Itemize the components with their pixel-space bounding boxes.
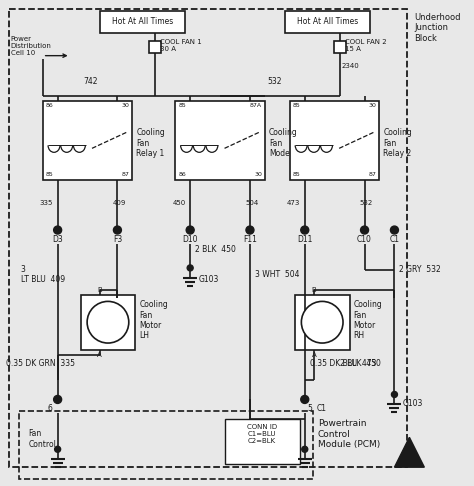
Text: 86: 86 bbox=[178, 172, 186, 177]
Text: Cooling
Fan
Relay 1: Cooling Fan Relay 1 bbox=[137, 128, 165, 158]
Text: Cooling
Fan
Motor
RH: Cooling Fan Motor RH bbox=[354, 300, 383, 341]
Text: 742: 742 bbox=[83, 77, 98, 86]
Text: 409: 409 bbox=[112, 200, 126, 206]
Text: G103: G103 bbox=[402, 399, 423, 408]
Text: Cooling
Fan
Motor
LH: Cooling Fan Motor LH bbox=[139, 300, 168, 341]
Text: M: M bbox=[316, 316, 328, 329]
Text: 85: 85 bbox=[46, 172, 54, 177]
Text: COOL FAN 2
15 A: COOL FAN 2 15 A bbox=[345, 39, 386, 52]
Text: Powertrain
Control
Module (PCM): Powertrain Control Module (PCM) bbox=[318, 419, 380, 449]
Text: Hot At All Times: Hot At All Times bbox=[112, 17, 173, 26]
Text: 30: 30 bbox=[369, 104, 376, 108]
Circle shape bbox=[302, 446, 308, 452]
Text: 0.35 DK BLU  473: 0.35 DK BLU 473 bbox=[310, 359, 376, 367]
Text: Hot At All Times: Hot At All Times bbox=[297, 17, 358, 26]
Circle shape bbox=[391, 226, 399, 234]
Bar bbox=[43, 101, 132, 180]
Bar bbox=[290, 101, 380, 180]
Text: 87: 87 bbox=[369, 172, 376, 177]
Bar bbox=[9, 9, 407, 467]
Text: 3
LT BLU  409: 3 LT BLU 409 bbox=[21, 265, 65, 284]
Text: Fan
Control: Fan Control bbox=[29, 429, 56, 449]
Text: 3 WHT  504: 3 WHT 504 bbox=[255, 270, 300, 279]
Bar bbox=[334, 41, 346, 53]
Text: Cooling
Fan
Mode: Cooling Fan Mode bbox=[269, 128, 298, 158]
Bar bbox=[100, 11, 185, 33]
Text: D10: D10 bbox=[182, 235, 198, 244]
Text: 30: 30 bbox=[121, 104, 129, 108]
Text: F11: F11 bbox=[243, 235, 257, 244]
Text: 2 GRY  532: 2 GRY 532 bbox=[400, 265, 441, 274]
Circle shape bbox=[301, 226, 309, 234]
Bar bbox=[19, 412, 313, 479]
Text: A: A bbox=[311, 351, 316, 358]
Circle shape bbox=[113, 226, 121, 234]
Text: G103: G103 bbox=[198, 275, 219, 284]
Text: M: M bbox=[102, 316, 114, 329]
Text: !: ! bbox=[407, 456, 411, 466]
Text: C10: C10 bbox=[357, 235, 372, 244]
Bar bbox=[81, 295, 136, 349]
Circle shape bbox=[246, 226, 254, 234]
Circle shape bbox=[54, 226, 62, 234]
Circle shape bbox=[186, 226, 194, 234]
Text: B: B bbox=[97, 287, 102, 293]
Text: 2 BLK  450: 2 BLK 450 bbox=[340, 359, 381, 367]
Text: 504: 504 bbox=[245, 200, 258, 206]
Text: F3: F3 bbox=[113, 235, 122, 244]
Circle shape bbox=[87, 301, 129, 343]
Bar bbox=[175, 101, 265, 180]
Text: 85: 85 bbox=[178, 104, 186, 108]
Text: 0.35 DK GRN  335: 0.35 DK GRN 335 bbox=[6, 359, 75, 367]
Bar bbox=[225, 419, 300, 464]
Circle shape bbox=[54, 396, 62, 403]
Text: Power
Distribution
Cell 10: Power Distribution Cell 10 bbox=[11, 36, 52, 56]
Circle shape bbox=[55, 446, 61, 452]
Polygon shape bbox=[394, 437, 424, 467]
Text: 30: 30 bbox=[254, 172, 262, 177]
Text: 2340: 2340 bbox=[342, 63, 359, 69]
Text: 86: 86 bbox=[46, 104, 54, 108]
Text: B: B bbox=[311, 287, 316, 293]
Text: 473: 473 bbox=[287, 200, 300, 206]
Circle shape bbox=[187, 265, 193, 271]
Text: 532: 532 bbox=[268, 77, 282, 86]
Text: A: A bbox=[97, 351, 102, 358]
Bar bbox=[285, 11, 370, 33]
Circle shape bbox=[392, 392, 397, 398]
Text: C1: C1 bbox=[390, 235, 400, 244]
Text: 335: 335 bbox=[40, 200, 53, 206]
Text: 2 BLK  450: 2 BLK 450 bbox=[195, 245, 236, 254]
Circle shape bbox=[361, 226, 369, 234]
Text: 85: 85 bbox=[293, 172, 301, 177]
Text: 6: 6 bbox=[48, 404, 53, 414]
Text: 87: 87 bbox=[121, 172, 129, 177]
Text: Cooling
Fan
Relay 2: Cooling Fan Relay 2 bbox=[383, 128, 412, 158]
Text: 5: 5 bbox=[308, 404, 313, 414]
Text: 532: 532 bbox=[360, 200, 373, 206]
Circle shape bbox=[301, 396, 309, 403]
Text: C1: C1 bbox=[317, 404, 327, 414]
Text: D11: D11 bbox=[297, 235, 312, 244]
Text: 87A: 87A bbox=[250, 104, 262, 108]
Bar bbox=[149, 41, 161, 53]
Text: CONN ID
C1=BLU
C2=BLK: CONN ID C1=BLU C2=BLK bbox=[247, 424, 277, 444]
Text: Underhood
Junction
Block: Underhood Junction Block bbox=[414, 13, 461, 43]
Text: 450: 450 bbox=[172, 200, 185, 206]
Text: 85: 85 bbox=[293, 104, 301, 108]
Text: D3: D3 bbox=[52, 235, 63, 244]
Text: COOL FAN 1
30 A: COOL FAN 1 30 A bbox=[160, 39, 202, 52]
Bar bbox=[295, 295, 350, 349]
Circle shape bbox=[301, 301, 343, 343]
